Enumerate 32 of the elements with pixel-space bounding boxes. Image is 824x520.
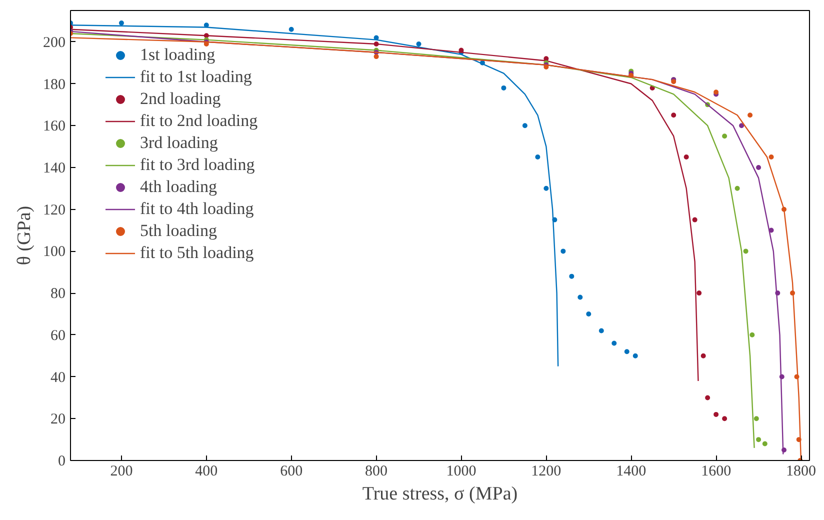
legend-label: fit to 5th loading (140, 243, 254, 263)
legend-label: 1st loading (140, 45, 216, 65)
x-tick-label: 1600 (701, 464, 732, 480)
y-axis-title: θ (GPa) (14, 206, 35, 266)
x-axis-title: True stress, σ (MPa) (362, 484, 518, 504)
legend-label: 4th loading (140, 177, 217, 197)
y-tick-label: 20 (50, 412, 66, 428)
y-tick-label: 180 (43, 76, 66, 93)
x-tick-label: 800 (365, 464, 388, 480)
legend-label: fit to 2nd loading (140, 111, 258, 131)
legend-label: fit to 3rd loading (140, 155, 255, 175)
x-tick-label: 600 (280, 464, 303, 480)
y-tick-label: 120 (43, 202, 66, 218)
x-tick-label: 400 (195, 464, 218, 480)
y-tick-label: 0 (58, 454, 66, 470)
x-tick-label: 1800 (786, 464, 816, 480)
legend-label: fit to 4th loading (140, 199, 254, 219)
y-tick-label: 80 (50, 286, 66, 302)
legend-label: 5th loading (140, 221, 217, 241)
x-tick-label: 200 (110, 464, 133, 480)
y-tick-label: 40 (50, 370, 66, 386)
y-tick-label: 60 (50, 328, 66, 344)
y-tick-label: 160 (43, 118, 66, 135)
legend-label: 3rd loading (140, 133, 218, 153)
y-tick-label: 140 (43, 160, 66, 176)
y-tick-label: 100 (43, 244, 66, 260)
y-tick-label: 200 (43, 34, 66, 51)
legend-label: 2nd loading (140, 89, 221, 109)
x-tick-label: 1200 (531, 464, 562, 480)
x-tick-label: 1400 (616, 464, 646, 480)
x-tick-label: 1000 (446, 464, 476, 480)
legend-label: fit to 1st loading (140, 67, 252, 87)
